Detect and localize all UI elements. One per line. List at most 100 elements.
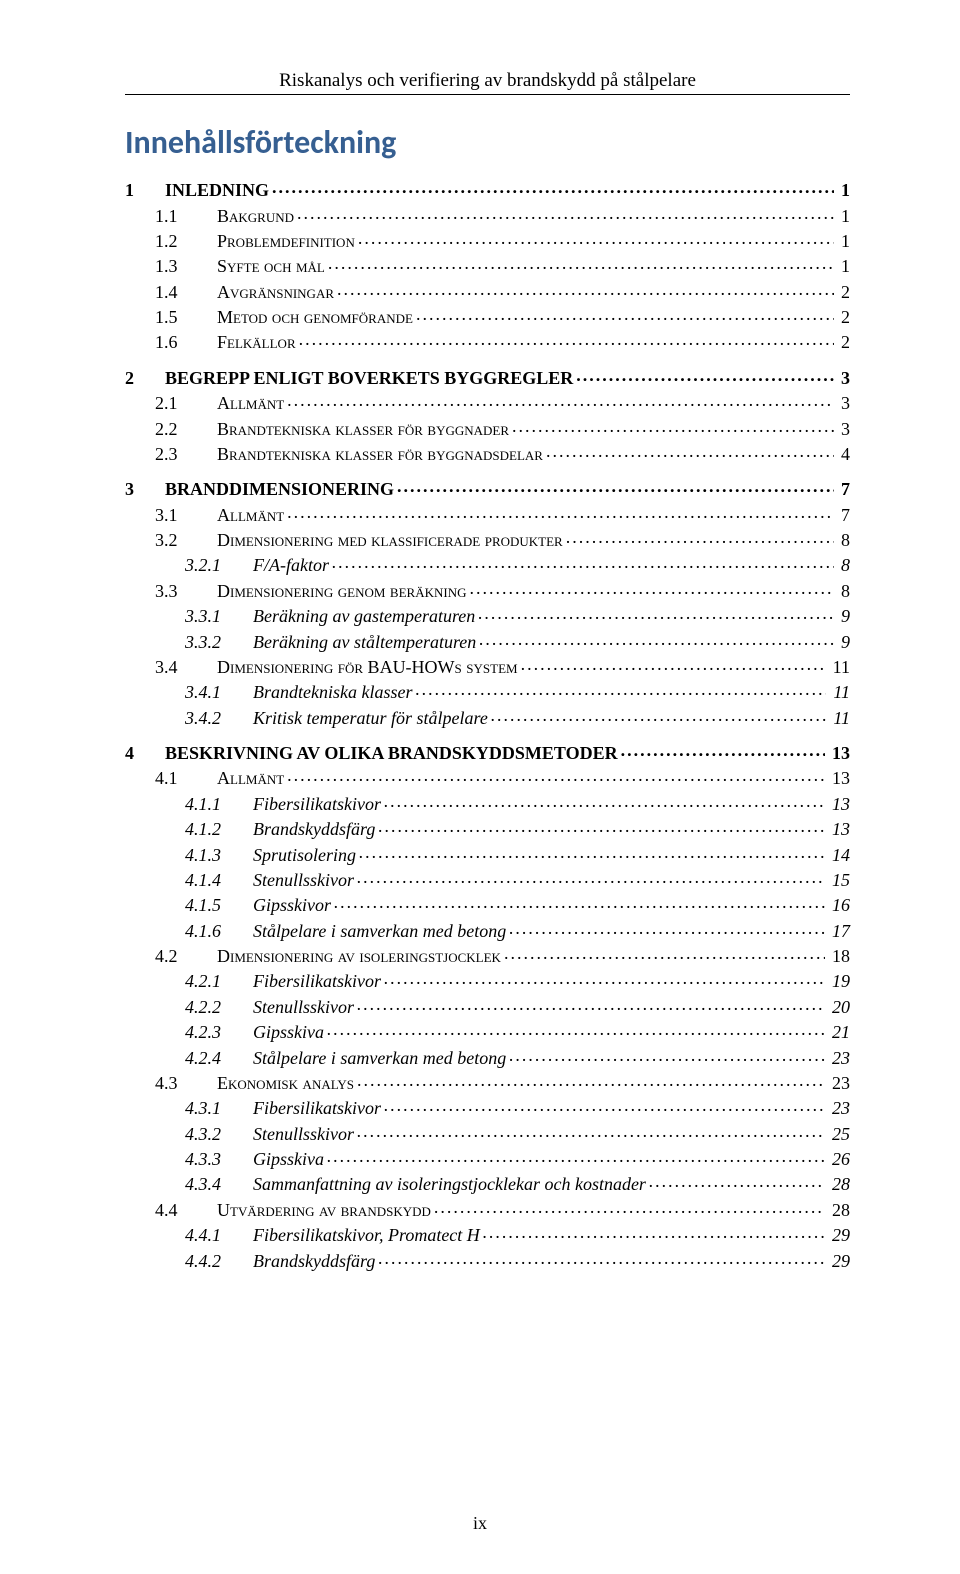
toc-entry: 2.3Brandtekniska klasser för byggnadsdel… xyxy=(125,440,850,465)
toc-entry-title: Utvärdering av brandskydd xyxy=(217,1201,431,1219)
toc-dot-leader xyxy=(357,1071,825,1089)
toc-dot-leader xyxy=(358,229,834,247)
toc-entry-page: 4 xyxy=(837,445,850,463)
toc-entry-page: 8 xyxy=(837,556,850,574)
toc-dot-leader xyxy=(415,680,826,698)
toc-dot-leader xyxy=(328,254,834,272)
toc-entry: 1.1Bakgrund1 xyxy=(125,201,850,226)
toc-dot-leader xyxy=(337,280,834,298)
toc-entry-title: Dimensionering för BAU-HOWs system xyxy=(217,658,518,676)
toc-dot-leader xyxy=(478,604,834,622)
toc-entry-title: Brandtekniska klasser för byggnader xyxy=(217,420,509,438)
toc-entry-number: 4.1.5 xyxy=(185,896,253,914)
toc-entry-number: 4.4.1 xyxy=(185,1226,253,1244)
toc-dot-leader xyxy=(327,1020,825,1038)
toc-entry-page: 2 xyxy=(837,333,850,351)
toc-entry: 4.3Ekonomisk analys23 xyxy=(125,1069,850,1094)
toc-entry-number: 4.1 xyxy=(155,769,217,787)
toc-entry-page: 3 xyxy=(837,420,850,438)
toc-entry-title: Stålpelare i samverkan med betong xyxy=(253,1049,506,1067)
page-number: ix xyxy=(0,1513,960,1534)
document-page: Riskanalys och verifiering av brandskydd… xyxy=(0,0,960,1574)
toc-entry-title: Problemdefinition xyxy=(217,232,355,250)
toc-entry-title: Gipsskiva xyxy=(253,1023,324,1041)
toc-entry-number: 4.1.2 xyxy=(185,820,253,838)
toc-entry: 4.4Utvärdering av brandskydd28 xyxy=(125,1196,850,1221)
toc-entry-page: 11 xyxy=(829,683,850,701)
toc-dot-leader xyxy=(566,528,834,546)
toc-entry-page: 1 xyxy=(837,232,850,250)
toc-entry-title: Fibersilikatskivor, Promatect H xyxy=(253,1226,480,1244)
toc-dot-leader xyxy=(297,204,834,222)
toc-entry-number: 3.2.1 xyxy=(185,556,253,574)
toc-entry: 3.2Dimensionering med klassificerade pro… xyxy=(125,526,850,551)
toc-entry-title: Stenullsskivor xyxy=(253,1125,354,1143)
toc-entry-page: 3 xyxy=(837,394,850,412)
toc-entry-title: Felkällor xyxy=(217,333,296,351)
toc-entry-page: 21 xyxy=(828,1023,850,1041)
toc-entry-page: 11 xyxy=(829,658,850,676)
toc-entry-number: 4.3 xyxy=(155,1074,217,1092)
toc-entry: 4.2Dimensionering av isoleringstjocklek1… xyxy=(125,942,850,967)
toc-gap xyxy=(125,465,850,475)
toc-entry-title: Bakgrund xyxy=(217,207,294,225)
toc-entry-number: 2.1 xyxy=(155,394,217,412)
toc-dot-leader xyxy=(359,843,825,861)
toc-dot-leader xyxy=(287,766,825,784)
toc-entry-page: 28 xyxy=(828,1175,850,1193)
toc-entry-number: 3.3 xyxy=(155,582,217,600)
toc-dot-leader xyxy=(483,1223,825,1241)
toc-entry-number: 3.3.1 xyxy=(185,607,253,625)
toc-entry-page: 2 xyxy=(837,308,850,326)
header-rule xyxy=(125,94,850,95)
toc-entry-title: F/A-faktor xyxy=(253,556,329,574)
toc-entry: 2.2Brandtekniska klasser för byggnader3 xyxy=(125,414,850,439)
toc-entry-title: Gipsskivor xyxy=(253,896,331,914)
toc-dot-leader xyxy=(334,893,825,911)
toc-entry-title: Stenullsskivor xyxy=(253,871,354,889)
toc-dot-leader xyxy=(621,741,825,759)
toc-dot-leader xyxy=(512,417,834,435)
toc-entry-page: 13 xyxy=(828,769,850,787)
toc-entry-page: 17 xyxy=(828,922,850,940)
toc-entry-page: 1 xyxy=(837,257,850,275)
toc-entry-number: 4.1.1 xyxy=(185,795,253,813)
toc-dot-leader xyxy=(384,1096,825,1114)
toc-dot-leader xyxy=(546,442,834,460)
toc-entry-title: Fibersilikatskivor xyxy=(253,1099,381,1117)
toc-entry-number: 3.4 xyxy=(155,658,217,676)
toc-entry: 4.2.1Fibersilikatskivor19 xyxy=(125,967,850,992)
toc-entry-page: 8 xyxy=(837,582,850,600)
toc-entry-title: Fibersilikatskivor xyxy=(253,795,381,813)
toc-entry-title: Avgränsningar xyxy=(217,283,334,301)
toc-entry-number: 1.2 xyxy=(155,232,217,250)
toc-entry-number: 4.1.3 xyxy=(185,846,253,864)
toc-entry-title: Fibersilikatskivor xyxy=(253,972,381,990)
toc-entry-page: 19 xyxy=(828,972,850,990)
toc-dot-leader xyxy=(357,995,825,1013)
toc-entry-number: 3.2 xyxy=(155,531,217,549)
toc-entry: 2BEGREPP ENLIGT BOVERKETS BYGGREGLER3 xyxy=(125,364,850,389)
toc-entry-number: 4.2.2 xyxy=(185,998,253,1016)
toc-entry: 4.4.1Fibersilikatskivor, Promatect H29 xyxy=(125,1221,850,1246)
toc-entry-title: Beräkning av ståltemperaturen xyxy=(253,633,476,651)
toc-entry: 4.1.4Stenullsskivor15 xyxy=(125,866,850,891)
toc-entry: 4.4.2Brandskyddsfärg29 xyxy=(125,1246,850,1271)
toc-gap xyxy=(125,354,850,364)
toc-entry-title: Allmänt xyxy=(217,506,284,524)
toc-entry: 3.4Dimensionering för BAU-HOWs system 11 xyxy=(125,653,850,678)
toc-entry-number: 1.1 xyxy=(155,207,217,225)
toc-entry-page: 11 xyxy=(829,709,850,727)
toc-entry: 3.4.1Brandtekniska klasser11 xyxy=(125,678,850,703)
toc-entry: 4.2.2Stenullsskivor20 xyxy=(125,993,850,1018)
toc-entry-title: Kritisk temperatur för stålpelare xyxy=(253,709,488,727)
toc-entry-page: 13 xyxy=(828,744,850,762)
toc-entry-title: BESKRIVNING AV OLIKA BRANDSKYDDSMETODER xyxy=(165,744,618,762)
toc-entry-title: Dimensionering genom beräkning xyxy=(217,582,467,600)
toc-entry-page: 18 xyxy=(828,947,850,965)
page-title: Innehållsförteckning xyxy=(125,123,850,162)
toc-entry-page: 7 xyxy=(837,506,850,524)
toc-entry-page: 23 xyxy=(828,1099,850,1117)
toc-dot-leader xyxy=(509,1046,825,1064)
toc-dot-leader xyxy=(357,1122,825,1140)
